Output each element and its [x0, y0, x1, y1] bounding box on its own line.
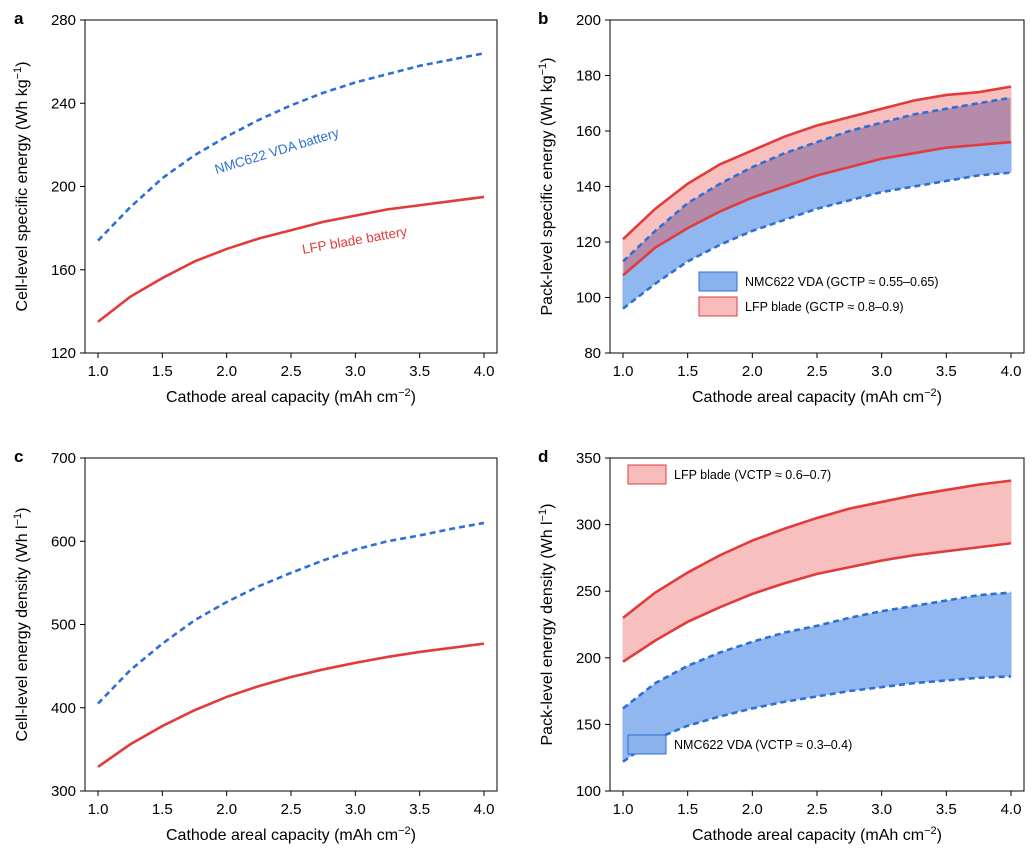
y-tick-label: 180	[576, 68, 601, 85]
x-tick-label: 4.0	[474, 363, 495, 380]
x-tick-label: 3.0	[871, 363, 892, 380]
y-tick-label: 500	[51, 617, 76, 634]
band-lfp	[623, 480, 1011, 662]
chart-panel-d: d 1.0 1.5 2.0 2.5 3.0 3.5 4.0 100 150 200 250 300 350…	[537, 447, 1025, 844]
y-tick-label: 300	[51, 783, 76, 800]
legend-swatch-nmc	[698, 271, 738, 292]
chart-panel-b: b 1.0 1.5 2.0 2.5 3.0 3.5 4.0 80 100 120 140 160 180 2…	[537, 9, 1025, 406]
series-line-lfp	[97, 195, 485, 323]
plot-frame	[84, 457, 498, 792]
legend-label: NMC622 VDA (GCTP ≈ 0.55–0.65)	[745, 275, 939, 289]
series-line-nmc	[97, 52, 485, 242]
legend-label: NMC622 VDA (VCTP ≈ 0.3–0.4)	[674, 738, 852, 752]
x-tick-label: 1.5	[152, 801, 173, 818]
y-tick-label: 160	[51, 262, 76, 279]
series-line-nmc-upper	[622, 591, 1012, 710]
y-tick-label: 120	[51, 345, 76, 362]
y-tick-label: 100	[576, 290, 601, 307]
plot-frame	[84, 19, 498, 354]
series-line-lfp-lower	[622, 541, 1012, 663]
x-tick-label: 4.0	[1001, 801, 1022, 818]
y-tick-label: 350	[576, 450, 601, 467]
y-tick-label: 120	[576, 234, 601, 251]
chart-panel-a: a 1.0 1.5 2.0 2.5 3.0 3.5 4.0 120 160 200 240 280 Cat…	[12, 9, 498, 406]
x-tick-label: 2.0	[216, 801, 237, 818]
y-tick-label: 200	[51, 179, 76, 196]
series-line-lfp-upper	[622, 85, 1012, 241]
x-tick-label: 3.5	[936, 801, 957, 818]
x-tick-label: 1.5	[152, 363, 173, 380]
panel-letter: b	[538, 9, 548, 28]
x-tick-label: 1.5	[677, 801, 698, 818]
legend-label: LFP blade (GCTP ≈ 0.8–0.9)	[745, 300, 904, 314]
series-line-nmc	[97, 521, 485, 705]
legend-label: LFP blade (VCTP ≈ 0.6–0.7)	[674, 468, 831, 482]
panel-letter: c	[14, 447, 23, 466]
series-line-nmc-lower	[622, 171, 1012, 310]
x-tick-label: 1.0	[613, 801, 634, 818]
series-annotation: LFP blade battery	[301, 224, 409, 257]
legend-swatch-nmc	[627, 734, 667, 755]
legend-swatch-lfp	[627, 464, 667, 485]
x-tick-label: 2.5	[807, 801, 828, 818]
y-tick-label: 150	[576, 716, 601, 733]
x-tick-label: 2.0	[742, 363, 763, 380]
y-tick-label: 100	[576, 783, 601, 800]
y-tick-label: 280	[51, 12, 76, 29]
x-tick-label: 4.0	[1001, 363, 1022, 380]
x-tick-label: 3.0	[871, 801, 892, 818]
y-tick-label: 200	[576, 12, 601, 29]
x-tick-label: 2.5	[807, 363, 828, 380]
x-tick-label: 1.0	[88, 801, 109, 818]
y-tick-label: 600	[51, 533, 76, 550]
x-axis-label: Cathode areal capacity (mAh cm−2)	[166, 387, 416, 406]
x-tick-label: 2.5	[281, 801, 302, 818]
y-tick-label: 240	[51, 95, 76, 112]
y-tick-label: 200	[576, 650, 601, 667]
x-tick-label: 3.5	[409, 363, 430, 380]
x-tick-label: 1.0	[88, 363, 109, 380]
y-tick-label: 160	[576, 123, 601, 140]
y-tick-label: 300	[576, 517, 601, 534]
y-tick-label: 700	[51, 450, 76, 467]
band-overlap	[623, 97, 1011, 276]
series-line-lfp-lower	[622, 140, 1012, 277]
band-nmc	[623, 592, 1011, 762]
x-tick-label: 1.0	[613, 363, 634, 380]
y-tick-label: 400	[51, 700, 76, 717]
x-tick-label: 4.0	[474, 801, 495, 818]
chart-panel-c: c 1.0 1.5 2.0 2.5 3.0 3.5 4.0 300 400 500 600 700 Cat…	[12, 447, 498, 844]
x-tick-label: 3.0	[345, 363, 366, 380]
x-tick-label: 2.0	[216, 363, 237, 380]
panel-letter: d	[538, 447, 548, 466]
panel-letter: a	[14, 9, 24, 28]
y-axis-label: Cell-level specific energy (Wh kg−1)	[12, 62, 31, 312]
x-axis-label: Cathode areal capacity (mAh cm−2)	[166, 825, 416, 844]
y-tick-label: 140	[576, 179, 601, 196]
y-tick-label: 80	[584, 345, 601, 362]
x-tick-label: 1.5	[677, 363, 698, 380]
series-line-nmc-upper	[622, 96, 1012, 263]
y-tick-label: 250	[576, 583, 601, 600]
x-axis-label: Cathode areal capacity (mAh cm−2)	[692, 387, 942, 406]
series-line-nmc-lower	[622, 675, 1012, 763]
y-axis-label: Cell-level energy density (Wh l−1)	[12, 508, 31, 742]
x-tick-label: 2.0	[742, 801, 763, 818]
x-tick-label: 3.0	[345, 801, 366, 818]
legend-swatch-lfp	[698, 296, 738, 317]
series-line-lfp	[97, 642, 485, 768]
x-tick-label: 2.5	[281, 363, 302, 380]
x-tick-label: 3.5	[936, 363, 957, 380]
y-axis-label: Pack-level energy density (Wh l−1)	[537, 504, 556, 746]
x-axis-label: Cathode areal capacity (mAh cm−2)	[692, 825, 942, 844]
x-tick-label: 3.5	[409, 801, 430, 818]
series-line-lfp-upper	[622, 479, 1012, 619]
y-axis-label: Pack-level specific energy (Wh kg−1)	[537, 58, 556, 316]
